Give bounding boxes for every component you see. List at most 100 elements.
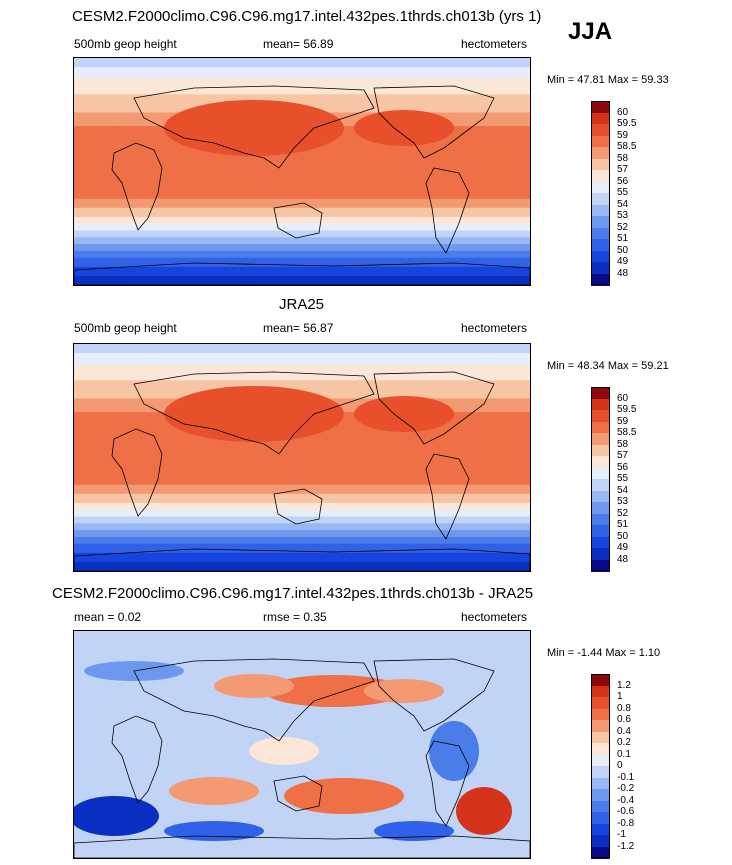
heatmap-band — [74, 380, 530, 399]
coastline — [111, 715, 163, 804]
colorbar-swatch — [591, 421, 610, 434]
heatmap-band — [74, 237, 530, 245]
colorbar-tick-label: -1 — [617, 829, 626, 840]
colorbar-swatch — [591, 216, 610, 228]
colorbar-swatch — [591, 490, 610, 503]
heatmap-band — [74, 67, 530, 79]
panel-1-title: CESM2.F2000climo.C96.C96.mg17.intel.432p… — [72, 8, 542, 25]
colorbar-tick-label: 59 — [617, 129, 629, 141]
heatmap-band — [74, 344, 530, 354]
colorbar-swatch — [591, 467, 610, 480]
colorbar-swatch — [591, 273, 610, 286]
colorbar-tick-label: 49 — [617, 542, 629, 553]
colorbar-swatch — [591, 720, 610, 732]
heatmap-band — [74, 266, 530, 277]
colorbar-swatch — [591, 181, 610, 194]
panel-2-heatmap — [74, 344, 530, 571]
colorbar-tick-label: 59.5 — [617, 118, 637, 129]
panel-3-units-label: hectometers — [461, 610, 528, 624]
colorbar-tick-label: 58.5 — [617, 141, 637, 152]
colorbar-tick-label: 48 — [617, 553, 629, 565]
colorbar-swatch — [591, 800, 610, 813]
panel-2-title: JRA25 — [279, 296, 325, 313]
panel-1-variable-label: 500mb geop height — [74, 37, 177, 51]
colorbar-swatch — [591, 444, 610, 457]
panel-3-map — [73, 630, 531, 859]
panel-2-units-label: hectometers — [461, 321, 528, 335]
colorbar-swatch — [591, 193, 610, 205]
colorbar-tick-label: -0.1 — [617, 771, 635, 783]
heatmap-band — [74, 530, 530, 538]
colorbar-swatch — [591, 548, 610, 560]
colorbar-swatch — [591, 766, 610, 778]
colorbar-tick-label: 1.2 — [617, 679, 631, 691]
colorbar-swatch — [591, 697, 610, 709]
colorbar-frame — [591, 101, 610, 285]
heatmap-cell — [354, 110, 454, 146]
colorbar-swatch — [591, 823, 610, 836]
colorbar-swatch — [591, 536, 610, 549]
colorbar-tick-label: 0.6 — [617, 714, 631, 725]
coastline — [74, 262, 530, 285]
colorbar-tick-label: 52 — [617, 507, 629, 519]
colorbar-tick-label: 59.5 — [617, 404, 637, 415]
heatmap-band — [74, 207, 530, 218]
colorbar-swatch — [591, 433, 610, 445]
colorbar-swatch — [591, 743, 610, 755]
colorbar-tick-label: 59 — [617, 415, 629, 427]
coastline — [133, 85, 375, 169]
heatmap-band — [74, 364, 530, 381]
colorbar-tick-label: 50 — [617, 530, 629, 542]
panel-3-rmse-label: rmse = 0.35 — [263, 610, 327, 624]
panel-2-variable-label: 500mb geop height — [74, 321, 177, 335]
colorbar-swatch — [591, 525, 610, 537]
colorbar-tick-label: 51 — [617, 233, 629, 244]
heatmap-band — [74, 223, 530, 232]
colorbar-frame — [591, 387, 610, 571]
colorbar-tick-label: 52 — [617, 221, 629, 233]
colorbar-swatch — [591, 239, 610, 251]
coastline — [273, 775, 323, 812]
colorbar-tick-label: 0.4 — [617, 725, 631, 737]
panel-2-minmax: Min = 48.34 Max = 59.21 — [547, 360, 669, 372]
heatmap-cell — [84, 412, 144, 436]
colorbar-tick-label: 53 — [617, 496, 629, 507]
heatmap-cell — [456, 787, 512, 835]
coastline — [111, 428, 163, 517]
colorbar-swatch — [591, 731, 610, 744]
heatmap-cell — [429, 721, 479, 781]
colorbar-tick-label: 56 — [617, 175, 629, 187]
colorbar-tick-label: -0.4 — [617, 794, 635, 806]
heatmap-band — [74, 543, 530, 554]
colorbar-tick-label: 58 — [617, 438, 629, 450]
colorbar-tick-label: -1.2 — [617, 840, 635, 852]
colorbar-swatch — [591, 685, 610, 698]
coastline — [273, 202, 323, 239]
colorbar-swatch — [591, 262, 610, 274]
colorbar-swatch — [591, 147, 610, 159]
heatmap-cell — [84, 126, 144, 150]
colorbar-swatch — [591, 227, 610, 240]
colorbar-tick-label: -0.2 — [617, 783, 635, 794]
coastline — [133, 371, 375, 455]
colorbar-tick-label: 1 — [617, 691, 623, 702]
colorbar-tick-label: 57 — [617, 164, 629, 175]
panel-3-mean-label: mean = 0.02 — [74, 610, 142, 624]
heatmap-cell — [249, 737, 319, 765]
heatmap-band — [74, 516, 530, 524]
colorbar-swatch — [591, 170, 610, 182]
panel-1-minmax: Min = 47.81 Max = 59.33 — [547, 74, 669, 86]
colorbar-tick-label: 58 — [617, 152, 629, 164]
heatmap-band — [74, 536, 530, 545]
heatmap-cell — [374, 821, 454, 841]
colorbar-swatch — [591, 158, 610, 171]
heatmap-band — [74, 493, 530, 504]
colorbar-tick-label: 0.2 — [617, 737, 631, 748]
heatmap-band — [74, 509, 530, 518]
colorbar-tick-label: 56 — [617, 461, 629, 473]
colorbar-tick-label: 48 — [617, 267, 629, 279]
colorbar-swatch — [591, 124, 610, 136]
heatmap-cell — [164, 821, 264, 841]
colorbar-swatch — [591, 559, 610, 572]
heatmap-band — [74, 275, 530, 285]
